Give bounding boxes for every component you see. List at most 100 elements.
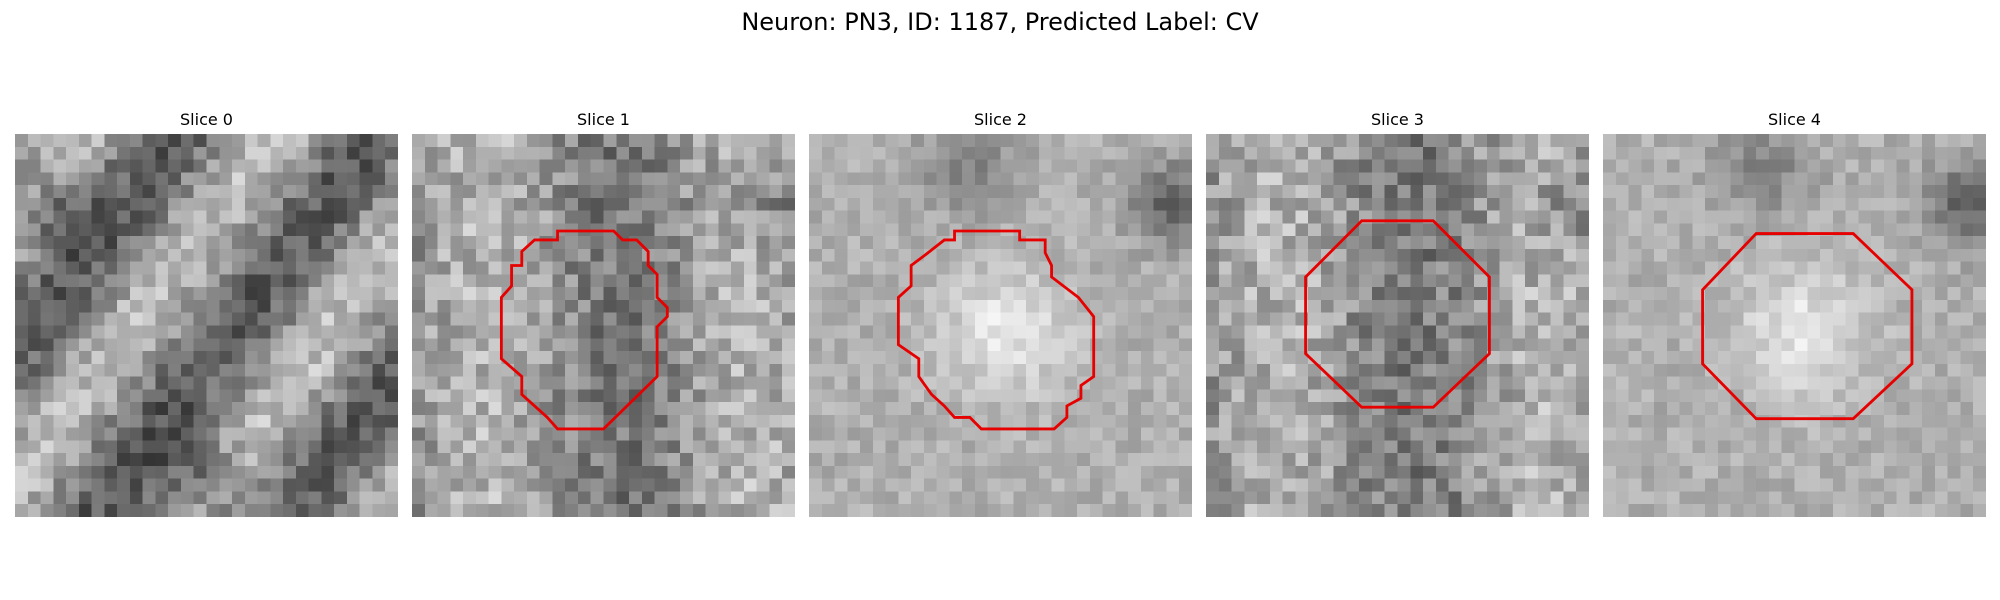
pixel bbox=[1871, 223, 1885, 237]
pixel bbox=[40, 338, 54, 352]
pixel bbox=[629, 440, 643, 454]
pixel bbox=[1666, 299, 1680, 313]
pixel bbox=[1371, 172, 1385, 186]
pixel bbox=[962, 325, 976, 339]
pixel bbox=[1115, 504, 1129, 517]
pixel bbox=[1525, 197, 1539, 211]
pixel bbox=[1845, 325, 1859, 339]
pixel bbox=[244, 274, 258, 288]
pixel bbox=[1128, 172, 1142, 186]
pixel bbox=[1397, 172, 1411, 186]
pixel bbox=[680, 210, 694, 224]
pixel bbox=[1576, 312, 1589, 326]
pixel bbox=[860, 287, 874, 301]
pixel bbox=[949, 185, 963, 199]
pixel bbox=[1179, 248, 1192, 262]
pixel bbox=[193, 185, 207, 199]
pixel bbox=[565, 185, 579, 199]
pixel bbox=[1743, 504, 1757, 517]
pixel bbox=[1730, 223, 1744, 237]
pixel bbox=[1576, 376, 1589, 390]
pixel bbox=[641, 325, 655, 339]
pixel bbox=[475, 478, 489, 492]
pixel bbox=[1820, 299, 1834, 313]
pixel bbox=[1717, 465, 1731, 479]
pixel bbox=[1026, 159, 1040, 173]
pixel bbox=[1166, 465, 1180, 479]
pixel bbox=[782, 159, 795, 173]
pixel bbox=[1448, 414, 1462, 428]
pixel bbox=[1308, 389, 1322, 403]
pixel bbox=[1960, 210, 1974, 224]
pixel bbox=[1883, 338, 1897, 352]
pixel bbox=[552, 389, 566, 403]
pixel bbox=[565, 134, 579, 148]
pixel bbox=[782, 146, 795, 160]
pixel bbox=[257, 453, 271, 467]
pixel bbox=[1537, 389, 1551, 403]
pixel bbox=[129, 299, 143, 313]
pixel bbox=[1333, 389, 1347, 403]
pixel bbox=[1384, 427, 1398, 441]
pixel bbox=[1474, 402, 1488, 416]
pixel bbox=[372, 210, 386, 224]
pixel bbox=[15, 146, 29, 160]
pixel bbox=[1628, 363, 1642, 377]
pixel bbox=[155, 478, 169, 492]
pixel bbox=[756, 210, 770, 224]
pixel bbox=[1934, 440, 1948, 454]
pixel bbox=[1461, 274, 1475, 288]
pixel bbox=[193, 159, 207, 173]
pixel bbox=[1871, 261, 1885, 275]
pixel bbox=[1257, 172, 1271, 186]
pixel bbox=[15, 172, 29, 186]
pixel bbox=[1231, 312, 1245, 326]
pixel bbox=[244, 248, 258, 262]
pixel bbox=[1282, 159, 1296, 173]
pixel bbox=[872, 427, 886, 441]
pixel bbox=[1423, 312, 1437, 326]
pixel bbox=[654, 376, 668, 390]
pixel bbox=[514, 325, 528, 339]
pixel bbox=[872, 261, 886, 275]
pixel bbox=[1486, 453, 1500, 467]
pixel bbox=[1435, 287, 1449, 301]
pixel bbox=[1218, 172, 1232, 186]
pixel bbox=[1666, 146, 1680, 160]
pixel bbox=[936, 274, 950, 288]
pixel bbox=[1896, 440, 1910, 454]
pixel bbox=[782, 427, 795, 441]
pixel bbox=[1051, 134, 1065, 148]
pixel bbox=[1257, 504, 1271, 517]
pixel bbox=[962, 376, 976, 390]
pixel bbox=[1756, 236, 1770, 250]
pixel bbox=[1717, 185, 1731, 199]
pixel bbox=[872, 363, 886, 377]
pixel bbox=[1257, 185, 1271, 199]
pixel bbox=[232, 312, 246, 326]
pixel bbox=[1550, 248, 1564, 262]
pixel bbox=[1231, 363, 1245, 377]
pixel bbox=[1166, 287, 1180, 301]
pixel bbox=[295, 376, 309, 390]
pixel bbox=[1231, 261, 1245, 275]
pixel bbox=[1512, 465, 1526, 479]
pixel bbox=[1563, 236, 1577, 250]
pixel bbox=[1628, 325, 1642, 339]
pixel bbox=[412, 299, 426, 313]
pixel bbox=[1705, 376, 1719, 390]
pixel bbox=[756, 376, 770, 390]
pixel bbox=[911, 299, 925, 313]
pixel bbox=[1295, 414, 1309, 428]
pixel bbox=[488, 312, 502, 326]
pixel bbox=[1705, 223, 1719, 237]
pixel bbox=[616, 236, 630, 250]
pixel bbox=[488, 504, 502, 517]
pixel bbox=[1295, 236, 1309, 250]
pixel bbox=[1026, 338, 1040, 352]
pixel bbox=[155, 210, 169, 224]
pixel bbox=[1692, 427, 1706, 441]
pixel bbox=[1692, 159, 1706, 173]
pixel bbox=[385, 453, 398, 467]
pixel bbox=[1282, 299, 1296, 313]
